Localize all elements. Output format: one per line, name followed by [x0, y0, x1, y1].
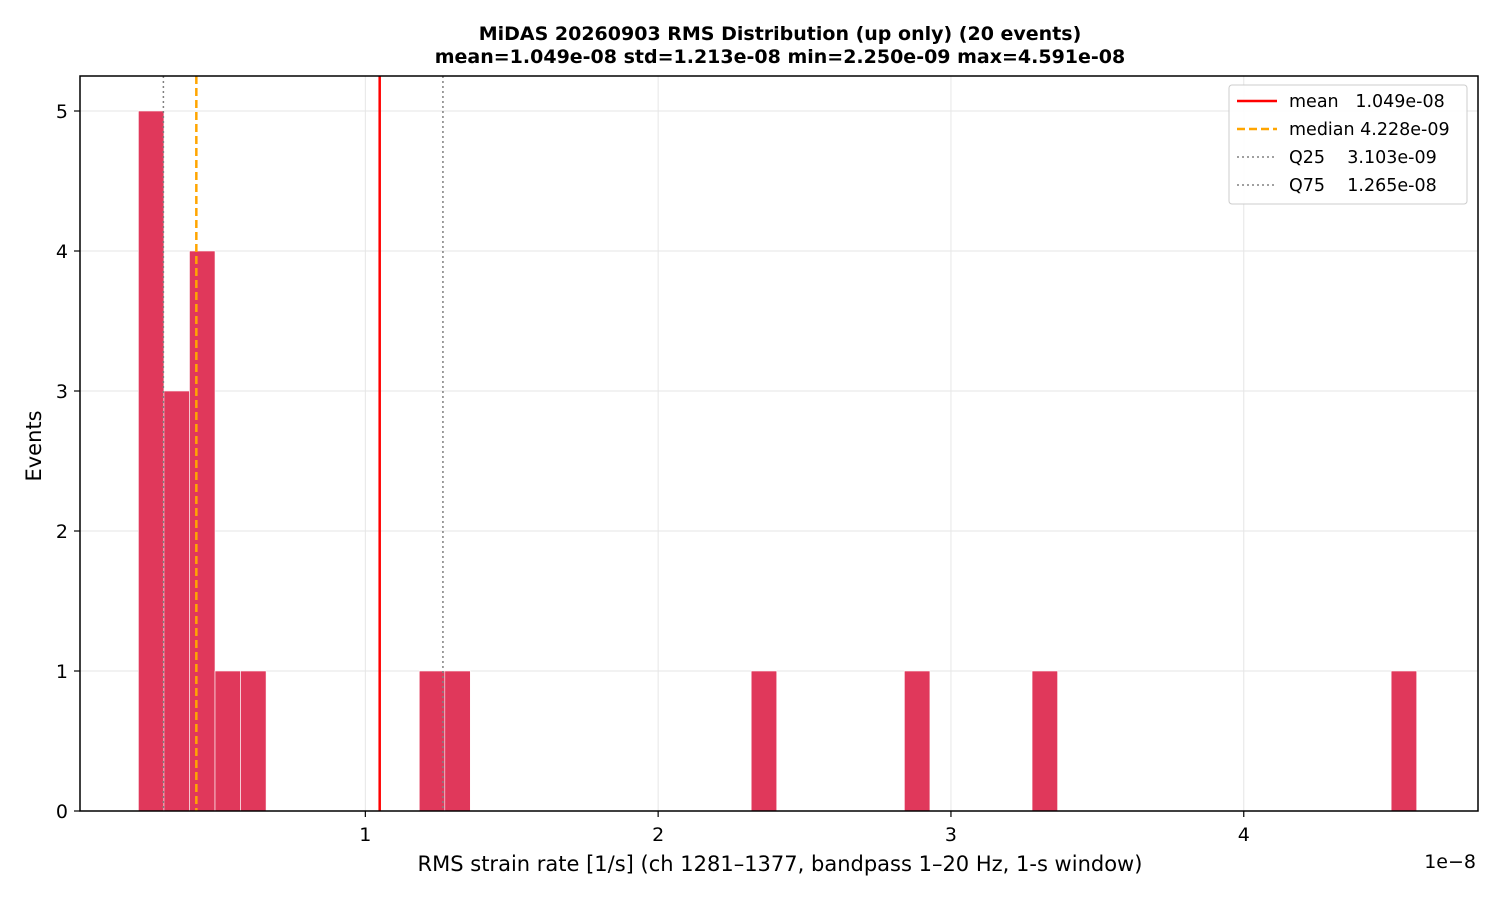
- histogram-bar-8: [904, 670, 931, 812]
- histogram-bar-7: [750, 670, 778, 812]
- histogram-bar-3: [214, 670, 241, 812]
- x-tick-label-3: 4: [1238, 824, 1250, 846]
- histogram-bars: [138, 110, 1417, 812]
- histogram-bar-0: [138, 110, 165, 812]
- legend-label-q25: Q25 3.103e-09: [1289, 148, 1437, 168]
- x-axis-ticks: 1 2 3 4: [359, 811, 1250, 846]
- x-tick-label-0: 1: [359, 824, 371, 846]
- plot-area-frame: [79, 75, 1479, 812]
- y-axis-label: Events: [22, 410, 46, 481]
- chart-title-line1: MiDAS 20260903 RMS Distribution (up only…: [479, 23, 1082, 45]
- reference-lines: [162, 76, 444, 811]
- legend-box: [1228, 84, 1468, 205]
- legend-label-median: median 4.228e-09: [1289, 120, 1450, 140]
- histogram-bar-6: [444, 670, 471, 812]
- x-axis-offset-label: 1e−8: [1424, 851, 1476, 873]
- y-tick-label-0: 0: [56, 801, 68, 823]
- chart-legend: mean 1.049e-08 median 4.228e-09 Q25 3.10…: [1228, 84, 1468, 205]
- histogram-bar-9: [1031, 670, 1058, 812]
- legend-label-mean: mean 1.049e-08: [1289, 92, 1445, 112]
- y-tick-label-3: 3: [56, 381, 68, 403]
- y-tick-label-5: 5: [56, 101, 68, 123]
- histogram-bar-10: [1390, 670, 1417, 812]
- y-tick-label-1: 1: [56, 661, 68, 683]
- chart-title-line2: mean=1.049e-08 std=1.213e-08 min=2.250e-…: [435, 46, 1126, 68]
- x-tick-label-1: 2: [652, 824, 664, 846]
- x-axis-label: RMS strain rate [1/s] (ch 1281–1377, ban…: [418, 852, 1143, 876]
- histogram-bar-4: [240, 670, 267, 812]
- x-tick-label-2: 3: [945, 824, 957, 846]
- y-tick-label-2: 2: [56, 521, 68, 543]
- histogram-bar-5: [418, 670, 446, 812]
- y-tick-label-4: 4: [56, 241, 68, 263]
- legend-label-q75: Q75 1.265e-08: [1289, 176, 1437, 196]
- y-axis-ticks: 0 1 2 3 4 5: [56, 101, 80, 823]
- histogram-bar-1: [163, 390, 190, 812]
- histogram-bar-2: [189, 250, 216, 812]
